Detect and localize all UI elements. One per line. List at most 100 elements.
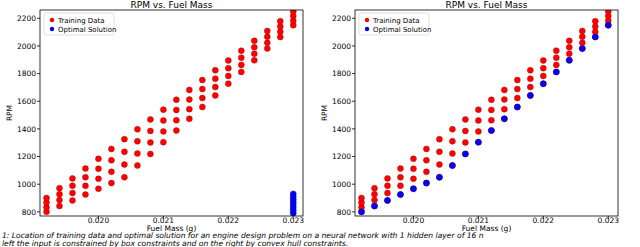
point — [160, 107, 166, 113]
point — [462, 128, 468, 134]
point — [423, 180, 429, 186]
legend-marker — [50, 27, 54, 31]
point — [82, 166, 88, 172]
point — [410, 176, 416, 182]
point — [449, 138, 455, 144]
point — [540, 81, 546, 87]
point — [475, 117, 481, 123]
point — [384, 183, 390, 189]
point — [488, 128, 494, 134]
point — [95, 166, 101, 172]
point — [579, 28, 585, 34]
point — [69, 183, 75, 189]
point — [449, 126, 455, 132]
y-tick-label: 1600 — [17, 97, 36, 106]
y-tick — [352, 101, 355, 102]
point — [514, 77, 520, 83]
point — [475, 107, 481, 113]
x-tick-label: 0.020 — [403, 216, 425, 225]
point — [579, 40, 585, 46]
point — [212, 84, 218, 90]
y-tick-label: 800 — [22, 208, 37, 217]
point — [540, 57, 546, 63]
point — [527, 92, 533, 98]
y-tick — [352, 45, 355, 46]
point — [121, 174, 127, 180]
point — [579, 46, 585, 52]
point — [488, 117, 494, 123]
point — [540, 65, 546, 71]
point — [462, 151, 468, 157]
point — [186, 116, 192, 122]
point — [173, 97, 179, 103]
figure: RPM vs. Fuel Mass0.0200.0210.0220.023800… — [0, 0, 640, 247]
point — [423, 180, 429, 186]
point — [514, 86, 520, 92]
point — [358, 209, 364, 215]
point — [371, 203, 377, 209]
x-tick-label: 0.022 — [218, 216, 240, 225]
point — [225, 81, 231, 87]
point — [264, 28, 270, 34]
y-tick — [352, 73, 355, 74]
y-tick — [37, 73, 40, 74]
point — [238, 48, 244, 54]
plot-frame — [40, 10, 303, 216]
point — [160, 128, 166, 134]
legend-label: Optimal Solution — [373, 26, 431, 34]
point — [251, 38, 257, 44]
y-tick — [37, 128, 40, 129]
legend-label: Training Data — [57, 17, 105, 25]
point — [371, 203, 377, 209]
point — [147, 116, 153, 122]
point — [264, 34, 270, 40]
y-axis-label: RPM — [5, 105, 14, 121]
point — [134, 126, 140, 132]
panel: RPM vs. Fuel Mass0.0200.0210.0220.023800… — [320, 0, 619, 233]
point — [358, 195, 364, 201]
point — [397, 174, 403, 180]
point — [566, 57, 572, 63]
point — [592, 34, 598, 40]
point — [290, 191, 296, 197]
point — [251, 57, 257, 63]
point — [527, 92, 533, 98]
point — [238, 69, 244, 75]
point — [475, 128, 481, 134]
y-axis-label: RPM — [320, 105, 329, 121]
point — [82, 183, 88, 189]
point — [423, 169, 429, 175]
point — [553, 48, 559, 54]
point — [384, 197, 390, 203]
point — [410, 186, 416, 192]
point — [238, 62, 244, 68]
point — [95, 176, 101, 182]
point — [108, 157, 114, 163]
y-tick-label: 1000 — [17, 180, 36, 189]
y-tick — [37, 101, 40, 102]
legend-label: Optimal Solution — [58, 26, 116, 34]
point — [436, 174, 442, 180]
point — [43, 195, 49, 201]
y-tick-label: 1000 — [332, 180, 351, 189]
point — [108, 169, 114, 175]
point — [436, 136, 442, 142]
point — [553, 62, 559, 68]
point — [121, 162, 127, 168]
point — [199, 104, 205, 110]
point — [238, 55, 244, 61]
y-tick — [352, 184, 355, 185]
point — [410, 166, 416, 172]
point — [225, 57, 231, 63]
y-tick-label: 1400 — [332, 125, 351, 134]
point — [540, 81, 546, 87]
point — [56, 203, 62, 209]
point — [121, 149, 127, 155]
point — [160, 117, 166, 123]
point — [199, 95, 205, 101]
point — [134, 163, 140, 169]
point — [566, 38, 572, 44]
point — [69, 190, 75, 196]
y-tick — [37, 45, 40, 46]
point — [566, 57, 572, 63]
